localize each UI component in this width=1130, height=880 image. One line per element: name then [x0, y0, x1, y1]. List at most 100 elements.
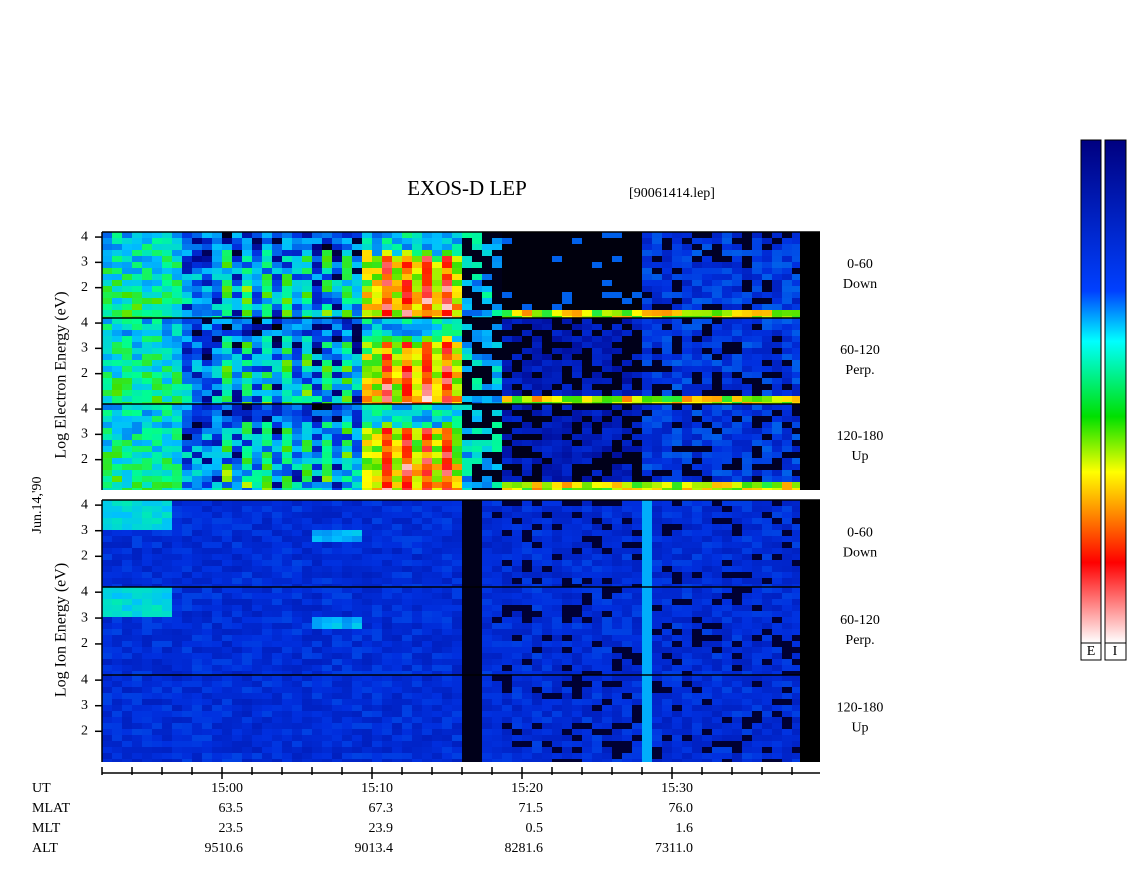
spectrogram-cell	[652, 434, 662, 440]
spectrogram-cell	[632, 599, 642, 605]
spectrogram-cell	[402, 316, 412, 318]
spectrogram-cell	[512, 542, 522, 548]
spectrogram-cell	[202, 572, 212, 578]
spectrogram-cell	[752, 256, 762, 262]
spectrogram-cell	[332, 641, 342, 647]
spectrogram-cell	[312, 416, 322, 422]
color-bar	[1104, 139, 1127, 644]
spectrogram-cell	[602, 360, 612, 366]
spectrogram-cell	[742, 384, 752, 390]
spectrogram-cell	[742, 360, 752, 366]
spectrogram-cell	[242, 342, 252, 348]
spectrogram-cell	[392, 404, 402, 410]
spectrogram-cell	[432, 318, 442, 324]
spectrogram-cell	[492, 342, 502, 348]
spectrogram-cell	[692, 324, 702, 330]
spectrogram-cell	[152, 593, 162, 599]
spectrogram-cell	[342, 440, 352, 446]
spectrogram-cell	[732, 623, 742, 629]
spectrogram-cell	[422, 324, 432, 330]
spectrogram-cell	[452, 560, 462, 566]
spectrogram-cell	[412, 366, 422, 372]
spectrogram-cell	[192, 324, 202, 330]
color-bar	[1080, 139, 1102, 644]
spectrogram-cell	[452, 268, 462, 274]
spectrogram-cell	[202, 244, 212, 250]
spectrogram-cell	[772, 566, 782, 572]
spectrogram-cell	[152, 324, 162, 330]
spectrogram-cell	[692, 372, 702, 378]
spectrogram-cell	[742, 402, 752, 404]
spectrogram-cell	[452, 354, 462, 360]
spectrogram-cell	[712, 238, 722, 244]
spectrogram-cell	[562, 512, 572, 518]
spectrogram-cell	[122, 641, 132, 647]
spectrogram-cell	[122, 572, 132, 578]
spectrogram-cell	[292, 280, 302, 286]
spectrogram-cell	[782, 605, 792, 611]
spectrogram-cell	[792, 512, 802, 518]
spectrogram-cell	[162, 298, 172, 304]
spectrogram-cell	[652, 256, 662, 262]
spectrogram-cell	[572, 316, 582, 318]
spectrogram-cell	[312, 360, 322, 366]
spectrogram-cell	[332, 250, 342, 256]
spectrogram-cell	[162, 500, 172, 506]
spectrogram-cell	[132, 512, 142, 518]
spectrogram-cell	[422, 647, 432, 653]
spectrogram-cell	[252, 310, 262, 316]
spectrogram-cell	[282, 599, 292, 605]
spectrogram-cell	[632, 530, 642, 536]
spectrogram-cell	[142, 542, 152, 548]
spectrogram-cell	[702, 518, 712, 524]
spectrogram-cell	[142, 566, 152, 572]
spectrogram-cell	[172, 617, 182, 623]
spectrogram-cell	[562, 530, 572, 536]
spectrogram-cell	[102, 304, 112, 310]
spectrogram-cell	[252, 286, 262, 292]
spectrogram-cell	[302, 336, 312, 342]
spectrogram-cell	[262, 566, 272, 572]
spectrogram-cell	[282, 422, 292, 428]
spectrogram-cell	[282, 402, 292, 404]
spectrogram-cell	[352, 476, 362, 482]
spectrogram-cell	[542, 280, 552, 286]
spectrogram-cell	[572, 330, 582, 336]
spectrogram-cell	[722, 378, 732, 384]
spectrogram-cell	[262, 458, 272, 464]
spectrogram-cell	[632, 578, 642, 584]
spectrogram-cell	[592, 336, 602, 342]
spectrogram-cell	[672, 372, 682, 378]
spectrogram-cell	[562, 458, 572, 464]
spectrogram-cell	[712, 428, 722, 434]
spectrogram-cell	[362, 488, 372, 490]
spectrogram-cell	[212, 587, 222, 593]
spectrogram-cell	[502, 641, 512, 647]
spectrogram-cell	[292, 452, 302, 458]
spectrogram-cell	[652, 587, 662, 593]
spectrogram-cell	[122, 416, 132, 422]
spectrogram-cell	[112, 542, 122, 548]
spectrogram-cell	[392, 256, 402, 262]
spectrogram-cell	[732, 605, 742, 611]
spectrogram-cell	[502, 324, 512, 330]
spectrogram-cell	[382, 482, 392, 488]
spectrogram-cell	[232, 536, 242, 542]
spectrogram-cell	[332, 623, 342, 629]
spectrogram-cell	[262, 452, 272, 458]
spectrogram-cell	[132, 488, 142, 490]
spectrogram-cell	[142, 641, 152, 647]
spectrogram-cell	[622, 554, 632, 560]
spectrogram-cell	[232, 554, 242, 560]
spectrogram-cell	[652, 506, 662, 512]
spectrogram-cell	[102, 440, 112, 446]
spectrogram-cell	[242, 304, 252, 310]
spectrogram-cell	[482, 572, 492, 578]
spectrogram-cell	[212, 354, 222, 360]
spectrogram-cell	[352, 396, 362, 402]
spectrogram-cell	[602, 542, 612, 548]
spectrogram-cell	[502, 554, 512, 560]
spectrogram-cell	[542, 452, 552, 458]
spectrogram-cell	[632, 476, 642, 482]
spectrogram-cell	[602, 623, 612, 629]
